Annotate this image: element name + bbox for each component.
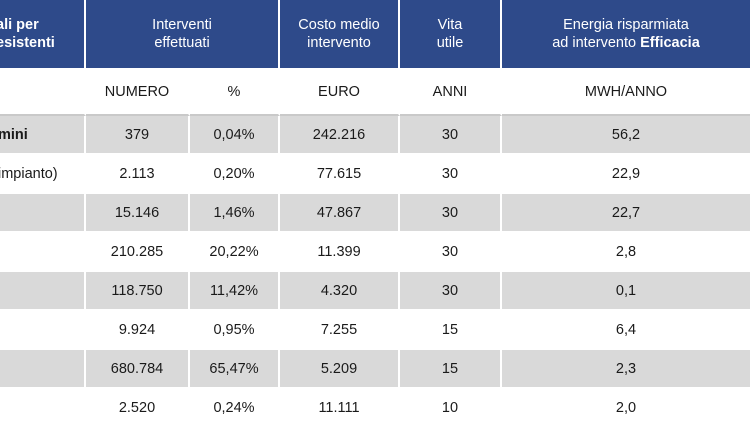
cell-costo: 11.399: [280, 233, 400, 272]
unit-mwh: MWH/ANNO: [502, 70, 750, 116]
table-row: mini 379 0,04% 242.216 30 56,2: [0, 116, 750, 155]
cell-energia: 2,8: [502, 233, 750, 272]
cell-label: [0, 194, 86, 233]
cell-energia: 2,3: [502, 350, 750, 389]
header-row: ali per esistenti Interventi effettuati …: [0, 0, 750, 70]
cell-percent: 1,46%: [190, 194, 280, 233]
header-vita: Vita utile: [400, 0, 502, 70]
units-row: NUMERO % EURO ANNI MWH/ANNO: [0, 70, 750, 116]
cell-numero: 2.113: [86, 155, 190, 194]
cell-percent: 0,24%: [190, 389, 280, 428]
unit-percent: %: [190, 70, 280, 116]
cell-vita: 30: [400, 272, 502, 311]
header-interventi-line2: effettuati: [154, 35, 210, 51]
cell-label: [0, 311, 86, 350]
cell-label: mini: [0, 116, 86, 155]
cell-percent: 20,22%: [190, 233, 280, 272]
cell-energia: 56,2: [502, 116, 750, 155]
header-energia-line2: ad intervento Efficacia: [502, 34, 750, 52]
header-energia-prefix: ad intervento: [552, 35, 641, 51]
cell-costo: 77.615: [280, 155, 400, 194]
cell-numero: 15.146: [86, 194, 190, 233]
header-category: ali per esistenti: [0, 0, 86, 70]
cell-percent: 0,04%: [190, 116, 280, 155]
cell-energia: 22,7: [502, 194, 750, 233]
cell-costo: 5.209: [280, 350, 400, 389]
cell-numero: 118.750: [86, 272, 190, 311]
header-costo-line1: Costo medio: [298, 17, 380, 33]
unit-euro: EURO: [280, 70, 400, 116]
header-vita-line1: Vita: [437, 17, 463, 33]
unit-anni: ANNI: [400, 70, 502, 116]
header-costo-line2: intervento: [307, 35, 371, 51]
cell-costo: 242.216: [280, 116, 400, 155]
cell-vita: 15: [400, 311, 502, 350]
cell-label: [0, 350, 86, 389]
cell-vita: 30: [400, 116, 502, 155]
header-interventi-line1: Interventi: [152, 17, 212, 33]
table-row: impianto) 2.113 0,20% 77.615 30 22,9: [0, 155, 750, 194]
header-energia-bold: Efficacia: [640, 35, 700, 51]
cell-numero: 2.520: [86, 389, 190, 428]
cell-numero: 379: [86, 116, 190, 155]
cell-costo: 4.320: [280, 272, 400, 311]
table-row: 210.285 20,22% 11.399 30 2,8: [0, 233, 750, 272]
cell-percent: 65,47%: [190, 350, 280, 389]
cell-costo: 47.867: [280, 194, 400, 233]
cell-energia: 22,9: [502, 155, 750, 194]
cell-energia: 0,1: [502, 272, 750, 311]
cell-numero: 680.784: [86, 350, 190, 389]
cell-numero: 9.924: [86, 311, 190, 350]
table-row: 680.784 65,47% 5.209 15 2,3: [0, 350, 750, 389]
cell-costo: 11.111: [280, 389, 400, 428]
cell-percent: 11,42%: [190, 272, 280, 311]
cell-label: [0, 389, 86, 428]
table-row: 2.520 0,24% 11.111 10 2,0: [0, 389, 750, 428]
cell-vita: 15: [400, 350, 502, 389]
cell-label: [0, 233, 86, 272]
cell-label: impianto): [0, 155, 86, 194]
header-energia: Energia risparmiata ad intervento Effica…: [502, 0, 750, 70]
units-empty: [0, 70, 86, 116]
header-vita-line2: utile: [436, 35, 464, 51]
table-row: 15.146 1,46% 47.867 30 22,7: [0, 194, 750, 233]
cell-vita: 10: [400, 389, 502, 428]
cell-numero: 210.285: [86, 233, 190, 272]
cell-vita: 30: [400, 155, 502, 194]
cell-vita: 30: [400, 194, 502, 233]
header-category-line1: ali per: [0, 17, 39, 33]
header-category-line2: esistenti: [0, 35, 55, 51]
cell-energia: 6,4: [502, 311, 750, 350]
table-row: 9.924 0,95% 7.255 15 6,4: [0, 311, 750, 350]
cell-label: [0, 272, 86, 311]
cell-energia: 2,0: [502, 389, 750, 428]
cell-vita: 30: [400, 233, 502, 272]
cell-costo: 7.255: [280, 311, 400, 350]
unit-numero: NUMERO: [86, 70, 190, 116]
cell-percent: 0,20%: [190, 155, 280, 194]
header-costo: Costo medio intervento: [280, 0, 400, 70]
header-interventi: Interventi effettuati: [86, 0, 280, 70]
table-row: 118.750 11,42% 4.320 30 0,1: [0, 272, 750, 311]
cell-percent: 0,95%: [190, 311, 280, 350]
header-energia-line1: Energia risparmiata: [563, 17, 689, 33]
